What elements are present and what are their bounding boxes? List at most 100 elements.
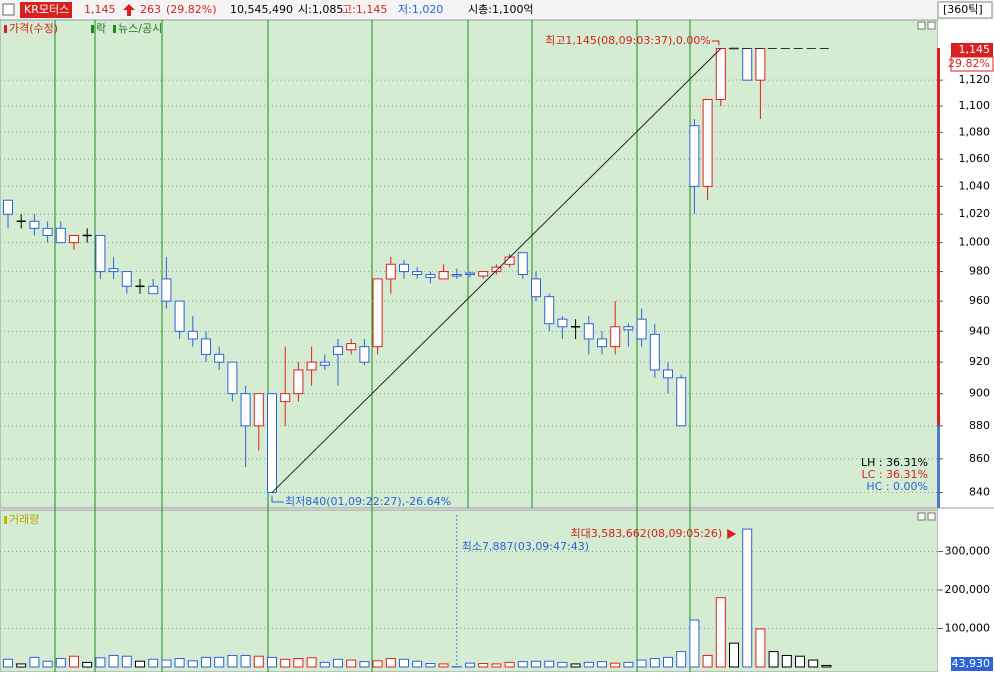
candle-body (96, 235, 105, 271)
candle-body (373, 279, 382, 347)
candle-body (558, 319, 567, 327)
legend-item[interactable]: 가격(수정) (9, 22, 58, 35)
volume-bar (624, 662, 633, 667)
y-tick-label: 900 (969, 387, 990, 400)
volume-bar (809, 660, 818, 667)
candle-body (149, 286, 158, 293)
legend-swatch (91, 25, 94, 33)
volume-bar (518, 662, 527, 667)
candle-body (320, 362, 329, 365)
volume-bar (149, 659, 158, 667)
volume-bar (56, 659, 65, 667)
volume-bar (822, 665, 831, 667)
candle-body (677, 378, 686, 426)
candle-body (611, 327, 620, 347)
change-pct: (29.82%) (166, 3, 217, 16)
volume-bar (122, 656, 131, 667)
candle-body (30, 221, 39, 228)
volume-bar (571, 664, 580, 667)
volume-panel (0, 510, 938, 672)
low: 저:1,020 (398, 3, 443, 16)
y-tick-label: 1,060 (959, 152, 991, 165)
candle-body (109, 269, 118, 272)
candle-body (650, 334, 659, 370)
volume-bar (796, 656, 805, 667)
volume-bar (743, 529, 752, 667)
volume-bar (782, 655, 791, 667)
min-annotation: 최소7,887(03,09:47:43) (462, 540, 589, 553)
checkbox[interactable] (3, 4, 14, 15)
candle-body (743, 49, 752, 81)
volume-bar (386, 659, 395, 667)
y-tick-label: 200,000 (945, 583, 991, 596)
volume-bar (466, 663, 475, 667)
volume-bar (17, 664, 26, 667)
candle-body (452, 275, 461, 276)
candle-body (400, 264, 409, 271)
volume-bar (175, 659, 184, 667)
open: 시:1,085 (298, 3, 343, 16)
volume-bar (162, 660, 171, 667)
volume-bar (690, 620, 699, 667)
volume-bar (4, 659, 13, 667)
max-annotation: 최대3,583,662(08,09:05:26) (570, 527, 722, 540)
volume-tag: 43,930 (952, 657, 991, 670)
y-tick-label: 840 (969, 486, 990, 499)
volume: 10,545,490 (230, 3, 293, 16)
volume-bar (215, 657, 224, 667)
volume-bar (558, 662, 567, 667)
volume-title: 거래량 (9, 513, 39, 526)
volume-bar (334, 659, 343, 667)
candle-body (4, 200, 13, 214)
price: 1,145 (84, 3, 116, 16)
candle-body (281, 394, 290, 402)
candle-body (188, 331, 197, 339)
legend-item[interactable]: 뉴스/공시 (118, 22, 162, 35)
legend-item[interactable]: 락 (96, 22, 106, 35)
volume-bar (202, 657, 211, 667)
y-tick-label: 1,000 (959, 236, 991, 249)
change: 263 (140, 3, 161, 16)
volume-bar (545, 661, 554, 667)
candle-body (360, 347, 369, 362)
candle-body (545, 297, 554, 324)
y-tick-label: 1,120 (959, 73, 991, 86)
volume-bar (228, 655, 237, 667)
candle-body (426, 275, 435, 278)
y-tick-label: 1,020 (959, 207, 991, 220)
volume-bar (716, 598, 725, 667)
interval: [360틱] (943, 3, 983, 16)
volume-bar (439, 664, 448, 667)
volume-bar (360, 662, 369, 667)
range-bar (937, 425, 940, 508)
legend-swatch (113, 25, 116, 33)
candle-body (56, 228, 65, 242)
y-tick-label: 860 (969, 452, 990, 465)
pct-tag: 29.82% (948, 57, 990, 70)
candle-body (756, 49, 765, 81)
volume-bar (413, 661, 422, 667)
candle-body (70, 235, 79, 242)
volume-bar (505, 662, 514, 667)
candle-body (664, 370, 673, 378)
volume-bar (320, 662, 329, 667)
candle-body (175, 301, 184, 331)
price-panel (0, 20, 938, 508)
axis-area (938, 20, 994, 672)
candle-body (466, 273, 475, 274)
candle-body (241, 394, 250, 426)
volume-bar (650, 659, 659, 667)
volume-bar (637, 660, 646, 667)
volume-bar (400, 659, 409, 667)
y-tick-label: 1,080 (959, 125, 991, 138)
candle-body (268, 394, 277, 493)
volume-bar (347, 660, 356, 667)
price-tag: 1,145 (959, 43, 991, 56)
candle-body (122, 272, 131, 287)
y-tick-label: 880 (969, 419, 990, 432)
candle-body (518, 253, 527, 275)
volume-bar (769, 652, 778, 667)
candle-body (43, 228, 52, 235)
candle-body (716, 49, 725, 100)
